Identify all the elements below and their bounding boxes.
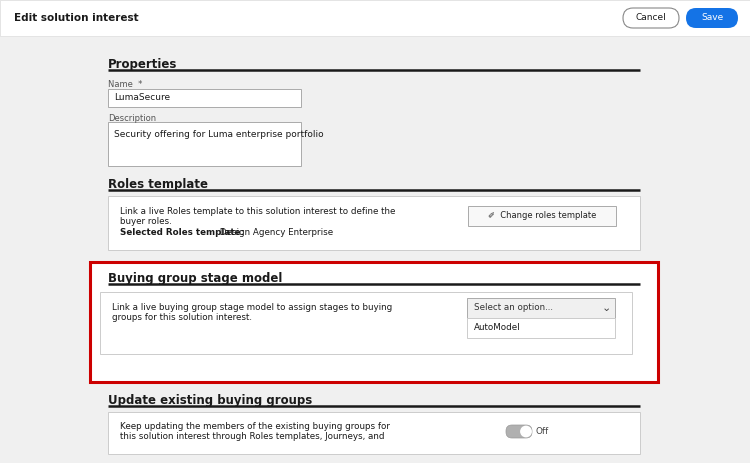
Text: LumaSecure: LumaSecure xyxy=(114,94,170,102)
Text: groups for this solution interest.: groups for this solution interest. xyxy=(112,313,252,322)
Text: Design Agency Enterprise: Design Agency Enterprise xyxy=(217,228,333,237)
Bar xyxy=(467,318,615,338)
Text: Cancel: Cancel xyxy=(635,13,666,23)
Text: Name  *: Name * xyxy=(108,80,142,89)
Bar xyxy=(108,196,640,250)
Text: Keep updating the members of the existing buying groups for: Keep updating the members of the existin… xyxy=(120,422,390,431)
FancyBboxPatch shape xyxy=(686,8,738,28)
Bar xyxy=(100,292,632,354)
Text: ⌄: ⌄ xyxy=(602,303,610,313)
Text: Properties: Properties xyxy=(108,58,177,71)
Text: Roles template: Roles template xyxy=(108,178,208,191)
Bar xyxy=(90,262,658,382)
Bar xyxy=(468,206,616,226)
Text: Off: Off xyxy=(536,427,549,436)
Circle shape xyxy=(520,426,531,437)
Text: Save: Save xyxy=(700,13,723,23)
FancyBboxPatch shape xyxy=(623,8,679,28)
Bar xyxy=(108,89,301,107)
Text: Selected Roles template:: Selected Roles template: xyxy=(120,228,244,237)
Text: buyer roles.: buyer roles. xyxy=(120,217,172,226)
Bar xyxy=(108,122,301,166)
Text: Buying group stage model: Buying group stage model xyxy=(108,272,282,285)
Bar xyxy=(108,412,640,454)
Text: Security offering for Luma enterprise portfolio: Security offering for Luma enterprise po… xyxy=(114,130,324,139)
FancyBboxPatch shape xyxy=(506,425,532,438)
Text: Edit solution interest: Edit solution interest xyxy=(14,13,139,23)
Bar xyxy=(0,0,750,36)
Text: Select an option...: Select an option... xyxy=(474,304,553,313)
Text: this solution interest through Roles templates, Journeys, and: this solution interest through Roles tem… xyxy=(120,432,385,441)
Text: Link a live buying group stage model to assign stages to buying: Link a live buying group stage model to … xyxy=(112,303,392,312)
Bar xyxy=(467,298,615,318)
Text: ✐  Change roles template: ✐ Change roles template xyxy=(488,212,596,220)
Text: Update existing buying groups: Update existing buying groups xyxy=(108,394,312,407)
Text: Description: Description xyxy=(108,114,156,123)
Text: AutoModel: AutoModel xyxy=(474,324,520,332)
Text: Link a live Roles template to this solution interest to define the: Link a live Roles template to this solut… xyxy=(120,207,395,216)
